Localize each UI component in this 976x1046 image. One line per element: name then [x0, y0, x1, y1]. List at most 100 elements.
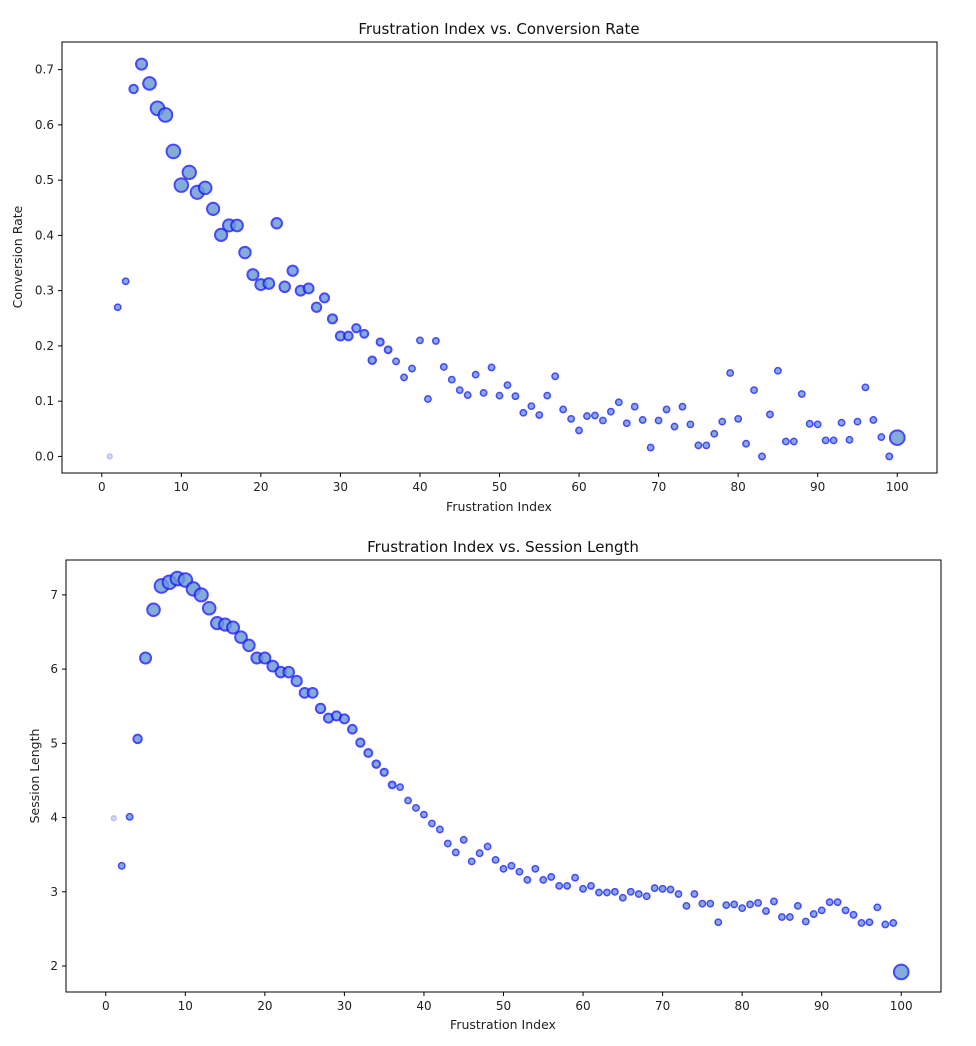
x-tick-label: 80 — [730, 480, 745, 494]
data-point — [523, 876, 532, 884]
data-point — [622, 419, 631, 428]
data-point — [702, 441, 711, 450]
data-point — [113, 303, 122, 312]
data-point — [459, 835, 468, 844]
data-point — [809, 910, 818, 918]
data-point — [201, 600, 217, 616]
data-point — [618, 893, 627, 902]
data-point — [602, 888, 611, 897]
data-point — [754, 899, 762, 907]
x-tick-label: 30 — [337, 999, 352, 1013]
data-point — [877, 433, 886, 441]
data-point — [359, 328, 370, 339]
data-point — [750, 386, 758, 395]
data-point — [690, 890, 699, 898]
conversion-rate-chart: Frustration Index vs. Conversion Rate Fr… — [10, 20, 938, 514]
x-axis-label: Frustration Index — [450, 1017, 556, 1032]
data-point — [698, 899, 707, 908]
data-point — [132, 733, 143, 745]
data-point — [487, 363, 496, 372]
x-tick-label: 60 — [571, 480, 586, 494]
data-point — [242, 638, 256, 653]
data-point — [726, 369, 735, 377]
y-tick-label: 0.3 — [35, 284, 54, 298]
data-point — [610, 887, 619, 896]
data-point — [829, 436, 838, 445]
data-point — [181, 164, 197, 181]
data-point — [467, 857, 476, 866]
data-point — [606, 407, 615, 416]
data-point — [527, 402, 536, 411]
data-point — [375, 337, 385, 347]
session-length-chart: Frustration Index vs. Session Length Fru… — [27, 538, 942, 1032]
data-point — [157, 107, 174, 123]
data-point — [471, 370, 480, 379]
data-point — [379, 767, 389, 777]
data-point — [634, 890, 643, 898]
data-points — [106, 57, 906, 461]
data-point — [128, 83, 139, 95]
data-point — [833, 898, 842, 907]
data-point — [383, 345, 393, 355]
y-tick-label: 7 — [50, 588, 58, 602]
chart-title: Frustration Index vs. Conversion Rate — [358, 20, 639, 38]
data-point — [881, 920, 890, 929]
data-point — [511, 392, 520, 401]
data-point — [258, 651, 272, 665]
data-point — [571, 873, 580, 882]
data-point — [773, 366, 782, 375]
x-tick-label: 10 — [174, 480, 189, 494]
data-point — [165, 143, 182, 160]
data-point — [555, 881, 564, 890]
data-point — [290, 674, 303, 688]
data-point — [734, 414, 743, 423]
data-point — [427, 819, 436, 828]
data-point — [226, 620, 241, 635]
data-point — [110, 815, 117, 822]
data-point — [206, 201, 221, 216]
data-point — [423, 395, 432, 403]
x-tick-label: 10 — [178, 999, 193, 1013]
data-point — [626, 887, 635, 896]
data-point — [371, 759, 381, 769]
data-point — [797, 390, 806, 398]
data-point — [801, 917, 810, 926]
data-point — [889, 919, 898, 927]
data-point — [139, 651, 153, 665]
data-point — [503, 381, 512, 390]
y-tick-label: 0.2 — [35, 339, 54, 353]
data-point — [495, 391, 504, 400]
data-point — [666, 885, 675, 894]
data-point — [738, 904, 747, 913]
x-tick-label: 60 — [575, 999, 590, 1013]
data-point — [563, 881, 572, 890]
data-point — [714, 918, 723, 927]
data-point — [310, 301, 323, 313]
data-point — [443, 839, 452, 848]
data-point — [499, 864, 508, 873]
data-point — [678, 402, 687, 411]
data-point — [318, 292, 331, 304]
y-tick-label: 4 — [50, 811, 58, 825]
data-point — [650, 884, 659, 892]
data-point — [845, 435, 854, 444]
data-point — [197, 180, 213, 196]
data-point — [302, 282, 315, 295]
data-point — [286, 264, 299, 277]
data-point — [654, 416, 663, 425]
data-point — [857, 919, 866, 927]
data-point — [367, 355, 377, 366]
x-tick-label: 0 — [98, 480, 106, 494]
data-point — [539, 876, 548, 884]
data-point — [885, 452, 894, 461]
data-point — [638, 416, 647, 424]
data-point — [781, 437, 790, 446]
x-tick-label: 70 — [655, 999, 670, 1013]
plot-area-frame — [61, 41, 938, 474]
data-point — [355, 737, 366, 748]
data-point — [404, 796, 412, 805]
data-point — [146, 602, 161, 618]
data-point — [646, 443, 655, 452]
data-point — [455, 386, 464, 395]
